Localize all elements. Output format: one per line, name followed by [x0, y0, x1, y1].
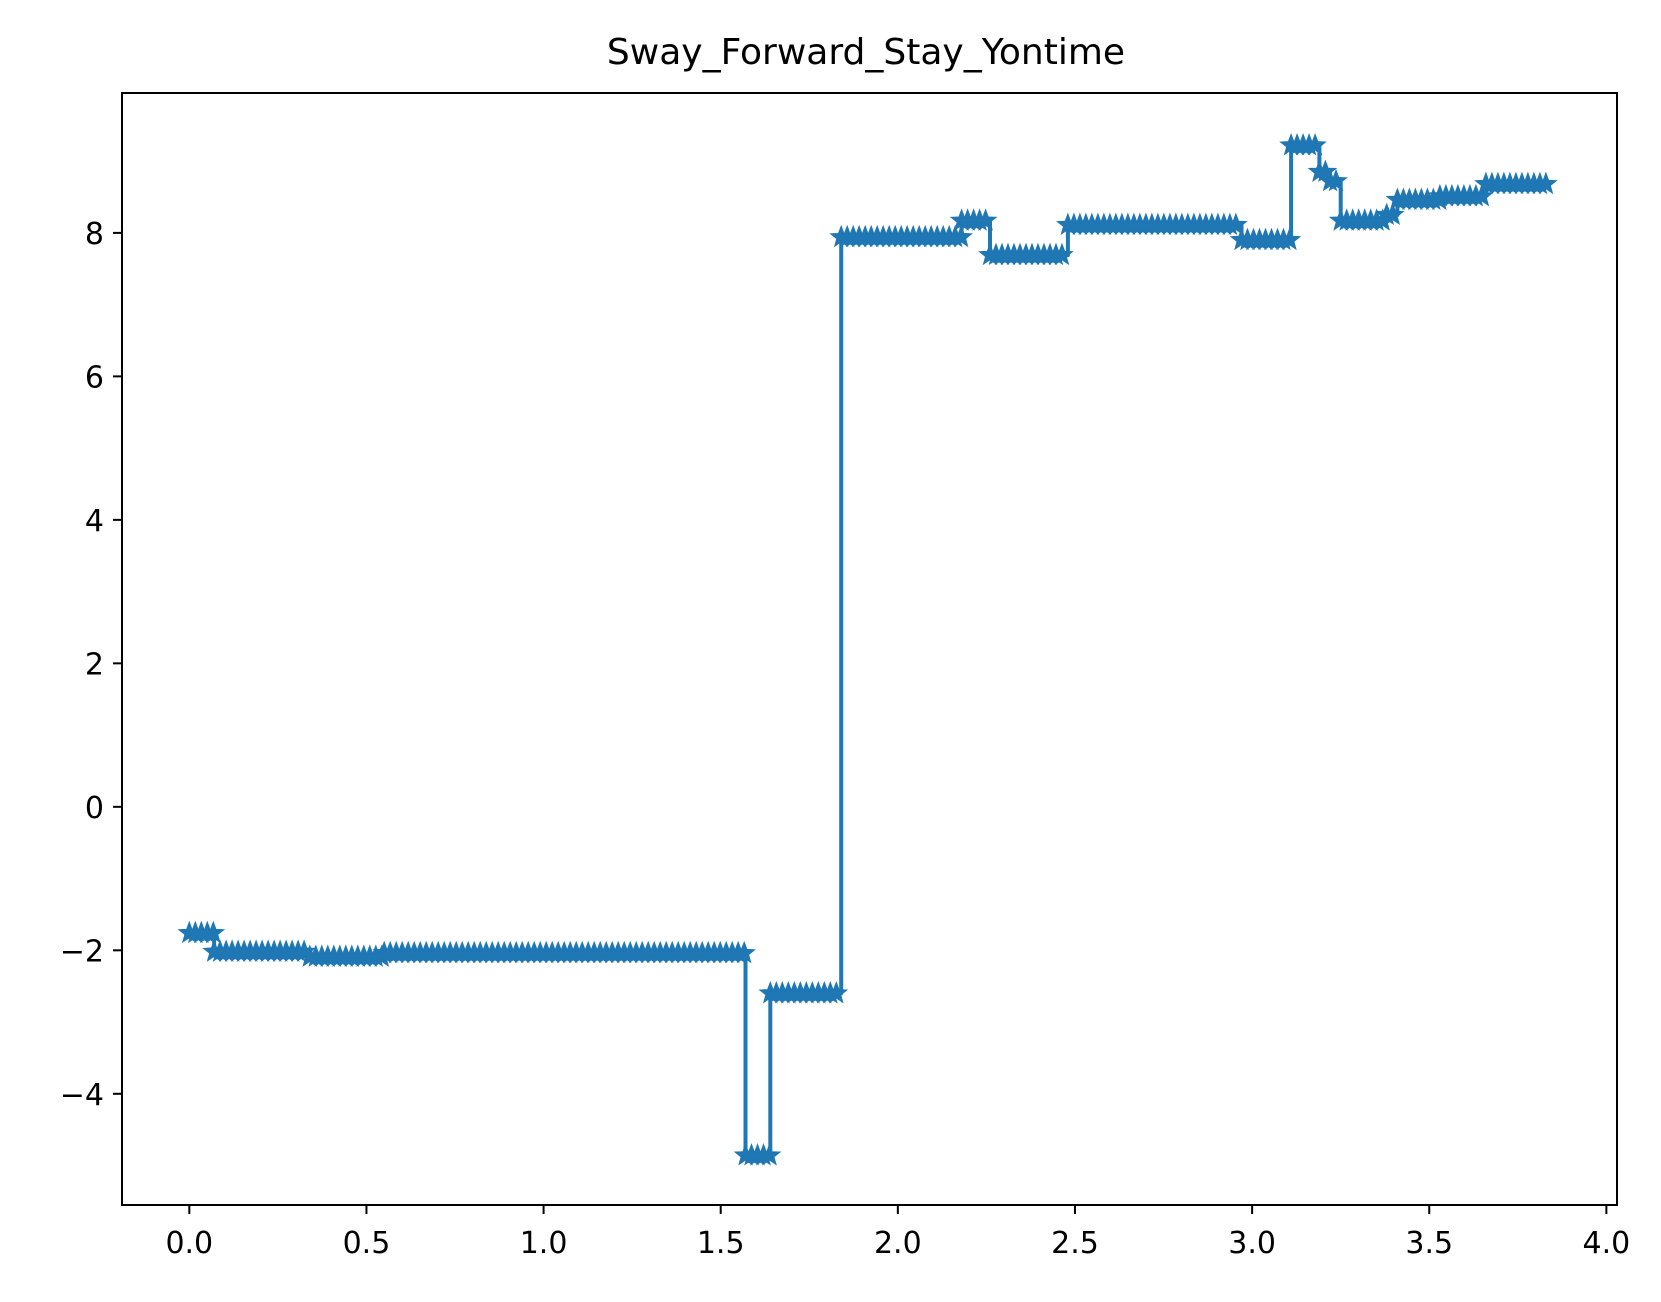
- y-axis: −4 −2 0 2 4 6 8: [60, 217, 122, 1113]
- plot-area: [177, 132, 1558, 1166]
- y-tick-label: −2: [60, 934, 104, 969]
- x-tick-label: 0.5: [343, 1226, 391, 1261]
- y-tick-label: 8: [85, 217, 104, 252]
- x-tick-label: 0.0: [165, 1226, 213, 1261]
- x-tick-label: 1.0: [520, 1226, 568, 1261]
- chart-title: Sway_Forward_Stay_Yontime: [607, 32, 1125, 73]
- x-tick-label: 1.5: [697, 1226, 745, 1261]
- x-tick-label: 3.5: [1405, 1226, 1453, 1261]
- y-tick-label: 0: [85, 791, 104, 826]
- x-tick-label: 2.0: [874, 1226, 922, 1261]
- y-tick-label: −4: [60, 1078, 104, 1113]
- x-tick-label: 2.5: [1051, 1226, 1099, 1261]
- y-tick-label: 6: [85, 360, 104, 395]
- x-tick-label: 3.0: [1228, 1226, 1276, 1261]
- x-tick-label: 4.0: [1583, 1226, 1631, 1261]
- y-tick-label: 4: [85, 504, 104, 539]
- axes-frame: [121, 92, 1618, 1206]
- x-axis: 0.0 0.5 1.0 1.5 2.0 2.5 3.0 3.5 4.0: [165, 1205, 1630, 1261]
- series-line: [189, 143, 1550, 1158]
- y-tick-label: 2: [85, 647, 104, 682]
